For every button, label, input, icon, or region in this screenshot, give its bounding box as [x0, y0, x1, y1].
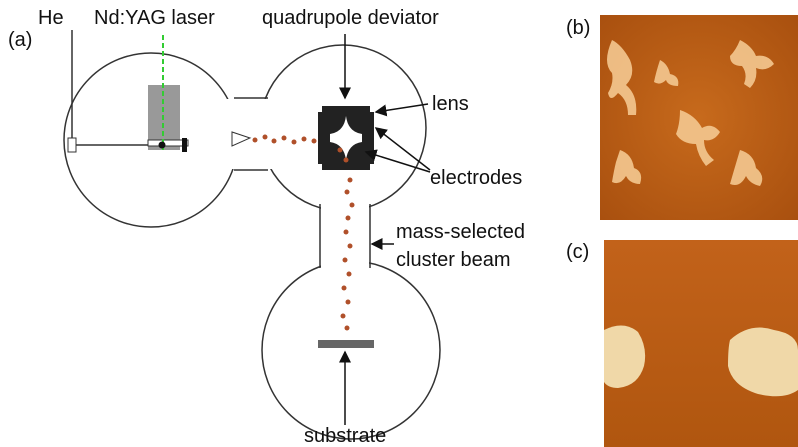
- label: cluster beam: [396, 249, 511, 271]
- label: mass-selected: [396, 221, 525, 243]
- label: substrate: [304, 425, 386, 447]
- panel-label: (c): [566, 241, 589, 263]
- label: Nd:YAG laser: [94, 7, 215, 29]
- label: electrodes: [430, 167, 522, 189]
- apparatus: [64, 30, 440, 439]
- label: quadrupole deviator: [262, 7, 439, 29]
- micrograph-b: [600, 15, 798, 220]
- label: lens: [432, 93, 469, 115]
- panel-label: (a): [8, 29, 32, 51]
- micrograph-c: [604, 240, 798, 447]
- panel-label: (b): [566, 17, 590, 39]
- diagram: (a) He Nd:YAG laser quadrupole deviator …: [0, 0, 798, 447]
- label: He: [38, 7, 64, 29]
